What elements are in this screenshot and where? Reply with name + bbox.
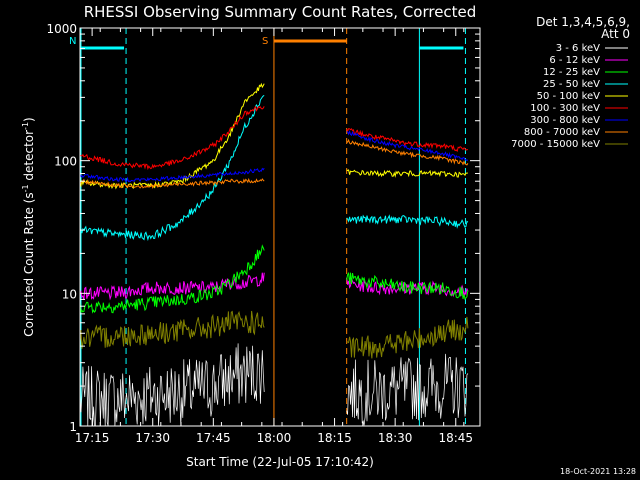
legend-label: 6 - 12 keV <box>549 55 600 66</box>
series-trace <box>79 177 265 189</box>
legend-label: 800 - 7000 keV <box>524 127 600 138</box>
legend-label: 300 - 800 keV <box>530 115 600 126</box>
y-axis-label: Corrected Count Rate (s-1 detector-1) <box>21 117 36 336</box>
series-trace <box>346 214 469 229</box>
series-trace <box>346 138 469 166</box>
x-tick-label: 17:45 <box>196 431 231 445</box>
legend-header-line-2: Att 0 <box>601 27 630 41</box>
series-trace <box>346 169 468 178</box>
series-50-100keV <box>79 82 468 190</box>
series-3-6keV <box>79 343 469 427</box>
chart-title: RHESSI Observing Summary Count Rates, Co… <box>84 3 477 21</box>
legend-header-line-1: Det 1,3,4,5,6,9, <box>536 15 630 29</box>
series-trace <box>79 167 265 183</box>
series-7000-15000keV <box>79 310 469 359</box>
x-tick-label: 18:30 <box>378 431 413 445</box>
x-tick-label: 18:00 <box>257 431 292 445</box>
x-tick-label: 17:30 <box>135 431 170 445</box>
series-trace <box>346 128 468 153</box>
series-800-7000keV <box>79 138 469 189</box>
y-axis: 1 10 100 1000 <box>46 22 480 434</box>
y-tick-label: 100 <box>54 155 77 169</box>
x-axis-label: Start Time (22-Jul-05 17:10:42) <box>186 455 374 469</box>
series-trace <box>79 272 265 301</box>
series-trace <box>79 82 265 190</box>
annotation-label: N <box>69 36 76 47</box>
series-trace <box>346 353 469 426</box>
legend-label: 25 - 50 keV <box>543 79 600 90</box>
series-trace <box>79 343 265 427</box>
series-trace <box>79 244 265 314</box>
legend-label: 100 - 300 keV <box>530 103 600 114</box>
y-tick-label: 1 <box>69 420 77 434</box>
generation-timestamp: 18-Oct-2021 13:28 <box>560 467 636 476</box>
series-100-300keV <box>79 105 468 171</box>
series-trace <box>79 105 265 171</box>
series-300-800keV <box>79 129 469 183</box>
legend-label: 7000 - 15000 keV <box>511 139 600 150</box>
x-tick-label: 17:15 <box>75 431 110 445</box>
series-trace <box>346 316 469 359</box>
series-trace <box>79 310 265 349</box>
x-tick-label: 18:15 <box>317 431 352 445</box>
legend-label: 12 - 25 keV <box>543 67 600 78</box>
series-layer <box>79 82 469 427</box>
series-25-50keV <box>79 94 469 242</box>
y-tick-label: 10 <box>62 287 77 301</box>
series-trace <box>346 271 469 301</box>
series-trace <box>79 94 265 242</box>
x-axis: 17:15 17:30 17:45 18:00 18:15 18:30 18:45 <box>75 28 473 445</box>
annotation-label: S <box>262 36 268 47</box>
x-tick-label: 18:45 <box>438 431 473 445</box>
series-12-25keV <box>79 244 469 314</box>
plot-frame <box>79 27 481 427</box>
legend-label: 3 - 6 keV <box>556 43 600 54</box>
series-trace <box>346 129 469 161</box>
legend-label: 50 - 100 keV <box>537 91 601 102</box>
y-tick-label: 1000 <box>46 22 77 36</box>
